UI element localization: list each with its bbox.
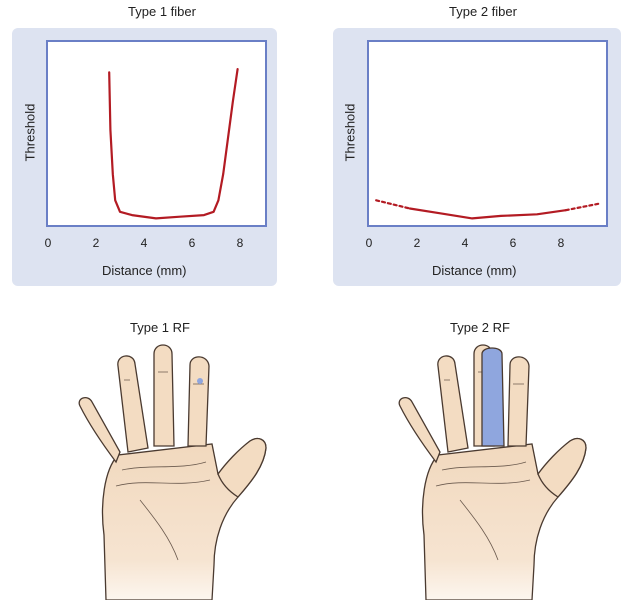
- chart2-xtick-6: 6: [509, 236, 517, 250]
- type2-rf-title: Type 2 RF: [450, 320, 510, 335]
- chart1-xlabel: Distance (mm): [102, 263, 187, 278]
- chart2-xtick-8: 8: [557, 236, 565, 250]
- chart1-xtick-8: 8: [236, 236, 244, 250]
- chart1-series-0: [108, 67, 239, 220]
- chart2-series-2: [564, 202, 601, 212]
- chart1-xtick-2: 2: [92, 236, 100, 250]
- type1-hand: [78, 344, 267, 600]
- type2-rf-area: [481, 347, 505, 447]
- chart2-xlabel: Distance (mm): [432, 263, 517, 278]
- chart1-xtick-6: 6: [188, 236, 196, 250]
- chart1-xtick-0: 0: [44, 236, 52, 250]
- chart-lines-layer: [108, 67, 601, 220]
- chart2-xtick-4: 4: [461, 236, 469, 250]
- type1-rf-title: Type 1 RF: [130, 320, 190, 335]
- type2-hand: [398, 344, 587, 600]
- chart2-series-0: [375, 199, 411, 210]
- chart2-xtick-0: 0: [365, 236, 373, 250]
- chart1-xtick-4: 4: [140, 236, 148, 250]
- type1-rf-spot: [197, 378, 203, 384]
- chart2-xtick-2: 2: [413, 236, 421, 250]
- chart2-series-1: [408, 207, 567, 220]
- chart2-title: Type 2 fiber: [449, 4, 517, 19]
- chart1-title: Type 1 fiber: [128, 4, 196, 19]
- chart1-plot-area: [46, 40, 267, 227]
- chart2-plot-area: [367, 40, 608, 227]
